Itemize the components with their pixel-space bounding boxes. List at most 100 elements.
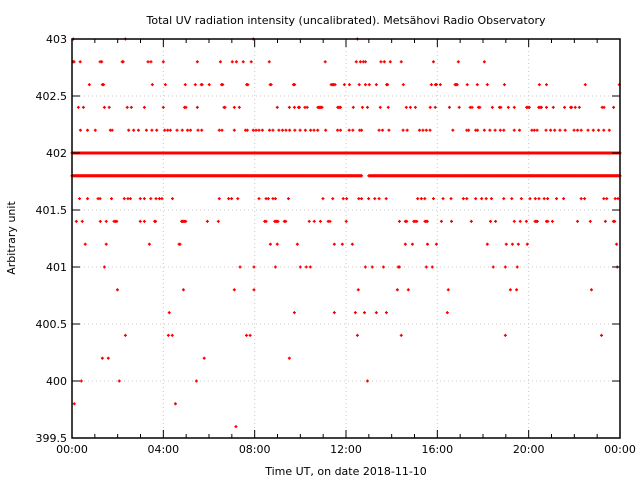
data-point <box>98 197 102 201</box>
data-point <box>502 197 506 201</box>
data-point <box>321 197 325 201</box>
data-point <box>421 128 425 132</box>
data-point <box>86 128 90 132</box>
data-point <box>576 219 580 223</box>
data-point <box>207 83 211 87</box>
data-point <box>287 105 291 109</box>
data-point <box>532 128 536 132</box>
data-point <box>83 242 87 246</box>
data-point <box>339 128 343 132</box>
data-point <box>498 128 502 132</box>
data-point <box>200 83 204 87</box>
data-point <box>535 219 539 223</box>
data-point <box>292 105 296 109</box>
data-point <box>275 105 279 109</box>
data-point <box>196 128 200 132</box>
data-point <box>292 311 296 315</box>
data-point <box>360 197 364 201</box>
y-tick-label: 400.5 <box>36 318 68 331</box>
data-point <box>104 219 108 223</box>
data-point <box>602 105 606 109</box>
data-point <box>305 105 309 109</box>
data-point <box>476 128 480 132</box>
data-point <box>122 197 126 201</box>
data-point <box>555 197 559 201</box>
x-tick-label: 12:00 <box>330 443 362 456</box>
data-point <box>184 105 188 109</box>
data-point <box>178 242 182 246</box>
data-point <box>449 197 453 201</box>
data-point <box>588 219 592 223</box>
data-point <box>339 105 343 109</box>
data-point <box>377 128 381 132</box>
data-point <box>205 219 209 223</box>
x-tick-label: 20:00 <box>513 443 545 456</box>
data-point <box>363 60 367 64</box>
data-point <box>161 105 165 109</box>
data-point <box>600 333 604 337</box>
data-point <box>275 242 279 246</box>
data-point <box>123 333 127 337</box>
data-point <box>195 105 199 109</box>
data-point <box>186 128 190 132</box>
data-point <box>572 128 576 132</box>
y-tick-label: 401.5 <box>36 204 68 217</box>
data-point <box>276 219 280 223</box>
data-point <box>304 265 308 269</box>
data-point <box>537 197 541 201</box>
data-point <box>360 105 364 109</box>
data-point <box>583 83 587 87</box>
x-tick-label: 04:00 <box>147 443 179 456</box>
data-point <box>367 197 371 201</box>
data-point <box>163 83 167 87</box>
data-point <box>434 242 438 246</box>
data-point <box>216 219 220 223</box>
data-point <box>125 105 129 109</box>
data-point <box>115 219 119 223</box>
data-point <box>431 197 435 201</box>
data-point <box>316 128 320 132</box>
data-point <box>365 379 369 383</box>
y-axis-label: Arbitrary unit <box>5 201 18 275</box>
data-point <box>168 128 172 132</box>
data-point <box>184 219 188 223</box>
data-point <box>244 333 248 337</box>
data-point <box>489 197 493 201</box>
data-point <box>87 83 91 87</box>
data-point <box>485 242 489 246</box>
data-point <box>374 83 378 87</box>
data-point <box>428 105 432 109</box>
data-point <box>136 128 140 132</box>
data-point <box>356 288 360 292</box>
data-point <box>367 83 371 87</box>
data-point <box>286 197 290 201</box>
data-point <box>544 83 548 87</box>
data-point <box>426 242 430 246</box>
data-point <box>401 128 405 132</box>
data-point <box>475 83 479 87</box>
data-point <box>403 242 407 246</box>
data-point <box>307 219 311 223</box>
data-point <box>273 265 277 269</box>
data-point <box>612 105 616 109</box>
data-point <box>447 105 451 109</box>
data-point <box>161 60 165 64</box>
data-point <box>102 105 106 109</box>
data-point <box>98 219 102 223</box>
data-point <box>370 265 374 269</box>
y-tick-label: 399.5 <box>36 432 68 445</box>
data-point <box>146 60 150 64</box>
data-point <box>150 128 154 132</box>
data-point <box>535 128 539 132</box>
y-tick-label: 402 <box>46 147 67 160</box>
data-point <box>484 197 488 201</box>
data-point <box>129 105 133 109</box>
data-point <box>424 265 428 269</box>
data-point <box>579 128 583 132</box>
data-point <box>360 174 364 178</box>
data-point <box>353 311 357 315</box>
data-point <box>246 83 250 87</box>
data-point <box>217 197 221 201</box>
data-point <box>193 83 197 87</box>
data-point <box>577 105 581 109</box>
